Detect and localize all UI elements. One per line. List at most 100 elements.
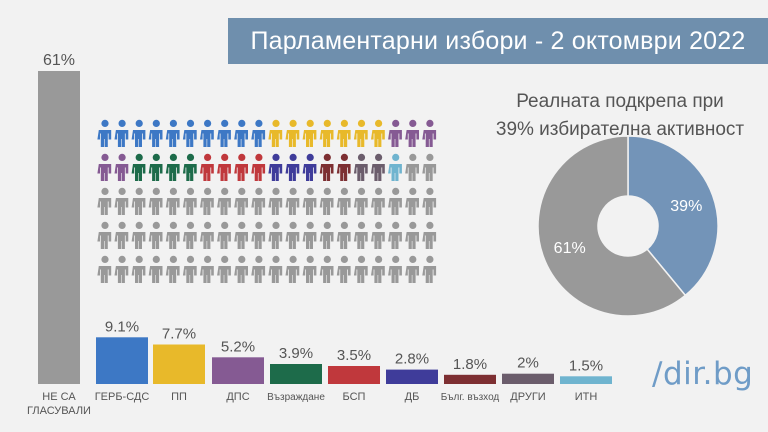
page-title: Парламентарни избори - 2 октомври 2022 <box>228 18 768 64</box>
person-icon <box>251 187 266 215</box>
person-icon <box>199 187 214 215</box>
person-icon <box>319 187 334 215</box>
person-icon <box>405 255 419 283</box>
person-icon <box>217 255 231 283</box>
person-icon <box>353 119 368 147</box>
bar-category-label: ГЕРБ-СДС <box>95 391 150 403</box>
person-icon <box>388 255 402 283</box>
dir-bg-logo: /dir.bg <box>652 356 754 392</box>
bar-6 <box>386 369 438 384</box>
pictogram-grid <box>97 119 437 283</box>
person-icon <box>131 255 146 283</box>
person-icon <box>182 153 197 181</box>
person-icon <box>268 153 283 181</box>
person-icon <box>251 221 266 249</box>
person-icon <box>302 153 317 181</box>
person-icon <box>165 119 180 147</box>
bar-category-label: ГЛАСУВАЛИ <box>27 405 91 417</box>
person-icon <box>234 119 248 147</box>
donut-title-line-2: 39% избирателна активност <box>495 119 745 140</box>
person-icon <box>422 153 437 181</box>
person-icon <box>405 119 419 147</box>
bar-2 <box>153 344 205 384</box>
person-icon <box>353 255 368 283</box>
person-icon <box>148 221 163 249</box>
person-icon <box>234 255 248 283</box>
person-icon <box>182 255 197 283</box>
person-icon <box>182 119 197 147</box>
person-icon <box>268 221 283 249</box>
bar-5 <box>328 366 380 384</box>
person-icon <box>148 187 163 215</box>
person-icon <box>353 221 368 249</box>
bar-value-label: 1.5% <box>569 357 603 374</box>
bar-1 <box>96 337 148 384</box>
person-icon <box>217 221 231 249</box>
bar-category-label: ДБ <box>405 391 420 403</box>
bar-category-label: БСП <box>343 391 366 403</box>
person-icon <box>268 187 283 215</box>
person-icon <box>131 153 146 181</box>
person-icon <box>217 187 231 215</box>
person-icon <box>114 221 129 249</box>
person-icon <box>285 255 300 283</box>
person-icon <box>405 221 419 249</box>
person-icon <box>388 221 402 249</box>
person-icon <box>165 187 180 215</box>
bar-8 <box>502 373 554 384</box>
bar-chart: 61% НЕ СА ГЛАСУВАЛИ 9.1% ГЕРБ-СДС 7.7% ПП 5.2% Д… <box>27 52 612 417</box>
person-icon <box>268 119 283 147</box>
bar-0 <box>38 71 80 384</box>
person-icon <box>353 187 368 215</box>
person-icon <box>97 221 112 249</box>
person-icon <box>251 153 266 181</box>
person-icon <box>251 119 266 147</box>
bar-value-label: 1.8% <box>453 356 487 373</box>
bar-4 <box>270 364 322 384</box>
bar-category-label: Възраждане <box>267 392 325 403</box>
person-icon <box>405 187 419 215</box>
person-icon <box>131 119 146 147</box>
person-icon <box>336 255 351 283</box>
donut-slice-0 <box>627 135 719 297</box>
person-icon <box>148 255 163 283</box>
bar-category-label: ПП <box>171 391 187 403</box>
person-icon <box>114 119 129 147</box>
person-icon <box>217 153 231 181</box>
person-icon <box>370 119 385 147</box>
person-icon <box>370 153 385 181</box>
bar-value-label: 7.7% <box>162 326 196 343</box>
bar-category-label: НЕ СА <box>42 391 76 403</box>
bar-3 <box>212 357 264 384</box>
person-icon <box>217 119 231 147</box>
person-icon <box>422 187 437 215</box>
person-icon <box>388 153 402 181</box>
person-icon <box>199 119 214 147</box>
person-icon <box>336 153 351 181</box>
person-icon <box>319 255 334 283</box>
person-icon <box>199 221 214 249</box>
person-icon <box>165 255 180 283</box>
person-icon <box>285 119 300 147</box>
bar-value-label: 3.9% <box>279 345 313 362</box>
person-icon <box>336 119 351 147</box>
person-icon <box>114 187 129 215</box>
person-icon <box>370 187 385 215</box>
person-icon <box>319 119 334 147</box>
person-icon <box>165 153 180 181</box>
person-icon <box>148 153 163 181</box>
person-icon <box>234 187 248 215</box>
person-icon <box>251 255 266 283</box>
person-icon <box>97 187 112 215</box>
person-icon <box>302 119 317 147</box>
person-icon <box>285 153 300 181</box>
person-icon <box>302 255 317 283</box>
person-icon <box>97 153 112 181</box>
bar-value-label: 3.5% <box>337 347 371 364</box>
person-icon <box>182 187 197 215</box>
person-icon <box>148 119 163 147</box>
person-icon <box>388 119 402 147</box>
person-icon <box>336 187 351 215</box>
person-icon <box>234 221 248 249</box>
person-icon <box>302 187 317 215</box>
